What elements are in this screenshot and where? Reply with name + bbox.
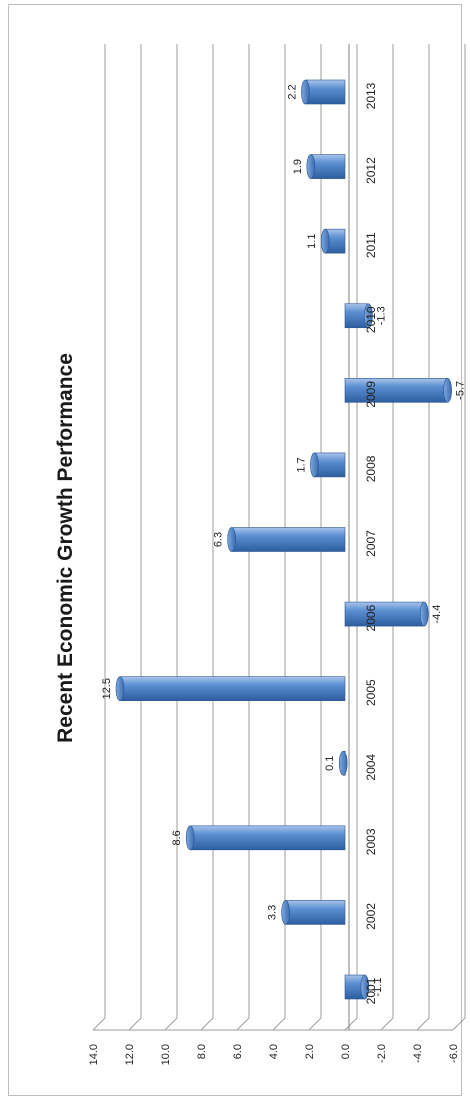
- category-label: 2002: [364, 903, 378, 930]
- bar-cap: [185, 825, 195, 851]
- bar-cap: [310, 452, 319, 478]
- bar: [189, 825, 346, 851]
- bar: [344, 378, 448, 403]
- value-tick-label: 2.0: [304, 1044, 316, 1059]
- bars: [115, 79, 452, 1000]
- chart-frame: [8, 4, 462, 1096]
- category-label: 2006: [364, 604, 378, 631]
- category-label: 2009: [364, 381, 378, 408]
- data-label: -1.1: [372, 978, 384, 997]
- bar: [305, 79, 346, 105]
- bar: [119, 676, 346, 701]
- bar-cap: [115, 676, 125, 701]
- gridline-depth: [416, 1017, 430, 1031]
- bar-cap: [360, 974, 370, 1000]
- gridline-depth: [200, 1017, 214, 1031]
- gridline-depth: [92, 1017, 106, 1031]
- data-label: 0.1: [324, 756, 336, 771]
- category-label: 2004: [364, 754, 378, 781]
- data-label: 8.6: [171, 830, 183, 845]
- gridline-depth: [164, 1017, 178, 1031]
- data-label: 1.1: [306, 234, 318, 249]
- bar-cap: [364, 303, 373, 329]
- data-label: -5.7: [455, 381, 467, 400]
- bar-cap: [443, 378, 452, 403]
- data-labels: -1.1 3.3 8.6 0.1 12.5 -4.4 6.3 1.7 -5.7 -1.3 1.1 1.…: [101, 84, 467, 996]
- bar-cap: [281, 900, 290, 925]
- value-tick-labels: 14.0 12.0 10.0 8.0 6.0 4.0 2.0 0.0 -2.0 -4.0 -6.0: [88, 1044, 460, 1065]
- value-tick-label: 6.0: [232, 1044, 244, 1059]
- bar-cap: [419, 601, 429, 627]
- gridline-depth: [380, 1017, 394, 1031]
- data-label: 6.3: [213, 532, 225, 547]
- gridline-depth: [308, 1017, 322, 1031]
- category-label: 2011: [364, 232, 378, 258]
- value-tick-label: -6.0: [448, 1044, 460, 1063]
- bar: [314, 452, 346, 478]
- category-labels: 2001 2002 2003 2004 2005 2006 2007 2008 2009 2010…: [364, 82, 378, 1004]
- category-label: 2008: [364, 455, 378, 482]
- bar: [310, 154, 346, 179]
- bar-cap: [306, 154, 316, 179]
- bar-cap: [227, 527, 236, 552]
- gridline-depth: [344, 1017, 358, 1031]
- bar-cap: [338, 750, 348, 776]
- category-label: 2003: [364, 828, 378, 855]
- category-label: 2007: [364, 530, 378, 557]
- data-label: 3.3: [267, 905, 279, 920]
- gridline-depth: [452, 1017, 466, 1031]
- gridline-depth: [272, 1017, 286, 1031]
- data-label: -1.3: [375, 306, 387, 325]
- category-label: 2012: [364, 157, 378, 184]
- value-tick-label: -4.0: [412, 1044, 424, 1063]
- category-label: 2013: [364, 82, 378, 109]
- category-label: 2005: [364, 679, 378, 706]
- axes: [93, 44, 453, 1031]
- data-label: 12.5: [101, 678, 113, 699]
- bar-cap: [320, 228, 330, 254]
- bar: [231, 527, 346, 552]
- bar-cap: [301, 79, 310, 105]
- data-label: 2.2: [286, 84, 298, 99]
- value-tick-label: 0.0: [340, 1044, 352, 1059]
- value-tick-label: -2.0: [376, 1044, 388, 1063]
- bar: [285, 900, 346, 925]
- category-label: 2010: [364, 306, 378, 333]
- gridline-depth: [128, 1017, 142, 1031]
- bar: [344, 601, 425, 627]
- data-label: 1.7: [295, 457, 307, 472]
- category-label: 2001: [364, 977, 378, 1004]
- value-tick-label: 10.0: [160, 1044, 172, 1065]
- value-tick-label: 12.0: [124, 1044, 136, 1065]
- data-label: 1.9: [292, 159, 304, 174]
- gridline-depth: [236, 1017, 250, 1031]
- data-label: -4.4: [431, 605, 443, 624]
- value-tick-label: 8.0: [196, 1044, 208, 1059]
- chart-title: Recent Economic Growth Performance: [54, 353, 77, 743]
- value-tick-label: 14.0: [88, 1044, 100, 1065]
- value-tick-label: 4.0: [268, 1044, 280, 1059]
